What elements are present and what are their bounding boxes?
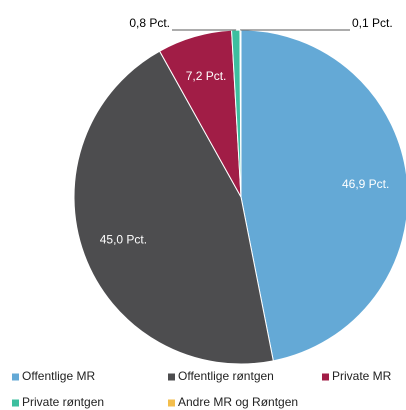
legend-swatch <box>12 373 19 381</box>
legend-label: Private MR <box>332 369 392 383</box>
legend-label: Private røntgen <box>22 395 104 409</box>
pie-slice <box>240 29 406 362</box>
legend-swatch <box>12 399 19 407</box>
legend-swatch <box>322 373 329 381</box>
legend-swatch <box>168 399 175 407</box>
legend-label: Offentlige MR <box>22 369 95 383</box>
data-label: 46,9 Pct. <box>342 177 389 191</box>
data-label: 0,8 Pct. <box>129 16 170 30</box>
data-label: 0,1 Pct. <box>352 16 393 30</box>
legend-label: Andre MR og Røntgen <box>178 395 298 409</box>
legend-swatch <box>168 373 175 381</box>
data-label: 7,2 Pct. <box>186 69 227 83</box>
pie-slice <box>73 50 274 365</box>
legend-label: Offentlige røntgen <box>178 369 274 383</box>
data-label: 45,0 Pct. <box>100 232 147 246</box>
